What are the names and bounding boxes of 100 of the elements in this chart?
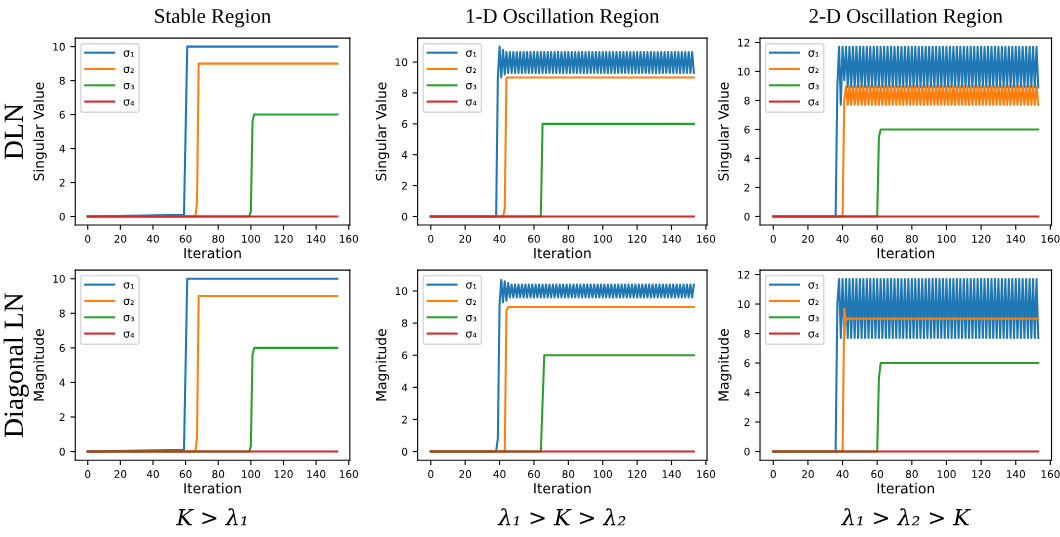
y-axis-title: Singular Value	[33, 82, 47, 181]
x-tick-label: 120	[972, 470, 991, 478]
x-axis-title: Iteration	[184, 482, 241, 494]
y-tick-label: 6	[744, 125, 750, 134]
legend-label: σ₁	[808, 50, 819, 57]
x-tick-label: 60	[871, 234, 884, 243]
text: K > λ₁	[176, 508, 247, 526]
y-tick-label: 8	[59, 309, 65, 318]
y-tick-label: 8	[402, 89, 408, 98]
x-tick-label: 140	[1006, 470, 1025, 478]
x-tick-label: 140	[662, 470, 681, 478]
x-tick-label: 100	[593, 470, 612, 478]
y-tick-label: 10	[738, 67, 750, 76]
legend-label: σ₃	[808, 315, 819, 322]
y-tick-label: 10	[53, 42, 65, 51]
legend-label: σ₃	[808, 83, 819, 90]
text: DLN	[4, 103, 23, 160]
x-tick-label: 60	[179, 234, 192, 243]
x-tick-label: 60	[179, 470, 192, 478]
y-tick-label: 2	[744, 183, 750, 192]
y-tick-label: 8	[744, 329, 750, 338]
x-tick-label: 80	[212, 234, 225, 243]
legend-label: σ₁	[123, 282, 134, 289]
legend-label: σ₁	[466, 50, 477, 57]
x-tick-label: 80	[562, 234, 575, 243]
legend-label: σ₄	[123, 99, 135, 106]
y-tick-label: 8	[744, 96, 750, 105]
x-tick-label: 100	[593, 234, 612, 243]
x-tick-label: 0	[428, 234, 434, 243]
legend-label: σ₄	[808, 331, 819, 338]
x-tick-label: 40	[493, 470, 506, 478]
x-tick-label: 40	[836, 234, 849, 243]
legend-label: σ₄	[466, 99, 477, 106]
x-tick-label: 60	[528, 234, 540, 243]
legend-label: σ₁	[808, 282, 819, 289]
x-tick-label: 120	[274, 234, 293, 243]
legend-label: σ₂	[123, 298, 134, 306]
legend-label: σ₃	[123, 315, 134, 322]
legend-label: σ₃	[123, 83, 134, 90]
x-tick-label: 0	[770, 234, 776, 243]
y-axis-title: Magnitude	[375, 329, 390, 401]
x-tick-label: 120	[628, 234, 647, 243]
legend-label: σ₂	[808, 66, 819, 74]
legend-label: σ₄	[808, 99, 819, 106]
x-tick-label: 120	[628, 470, 647, 478]
legend-label: σ₄	[466, 331, 477, 338]
x-tick-label: 40	[146, 234, 159, 243]
y-tick-label: 8	[402, 319, 408, 328]
x-axis-title: Iteration	[877, 247, 935, 259]
x-tick-label: 160	[1041, 234, 1060, 243]
x-tick-label: 0	[428, 470, 434, 478]
x-tick-label: 0	[770, 470, 776, 478]
x-tick-label: 20	[459, 470, 472, 478]
y-axis-title: Magnitude	[718, 329, 732, 401]
y-axis-title: Magnitude	[33, 329, 47, 401]
y-tick-label: 2	[402, 415, 407, 424]
x-tick-label: 160	[1041, 470, 1060, 478]
y-tick-label: 12	[738, 270, 750, 279]
x-tick-label: 60	[528, 470, 540, 478]
text: λ₁ > K > λ₂	[497, 508, 626, 526]
x-tick-label: 120	[274, 470, 293, 478]
y-tick-label: 6	[402, 351, 408, 360]
y-tick-label: 6	[402, 120, 408, 128]
x-tick-label: 160	[339, 234, 358, 243]
chart-title: 2-D Oscillation Region	[809, 8, 1003, 28]
y-tick-label: 4	[59, 144, 65, 153]
x-tick-label: 100	[242, 470, 261, 478]
text: Diagonal LN	[3, 292, 29, 438]
legend-label: σ₂	[466, 66, 477, 74]
y-tick-label: 4	[401, 383, 408, 392]
y-tick-label: 4	[401, 151, 408, 159]
y-tick-label: 0	[744, 212, 750, 221]
y-tick-label: 10	[53, 274, 65, 283]
y-tick-label: 0	[744, 447, 750, 456]
x-tick-label: 80	[562, 470, 575, 478]
chart-title: 1-D Oscillation Region	[466, 8, 660, 28]
x-tick-label: 20	[114, 470, 127, 478]
y-tick-label: 0	[59, 212, 65, 221]
y-tick-label: 2	[744, 418, 750, 426]
legend-label: σ₁	[123, 50, 134, 57]
x-tick-label: 100	[242, 234, 261, 243]
x-tick-label: 80	[905, 470, 918, 478]
x-axis-title: Iteration	[184, 247, 241, 259]
x-tick-label: 40	[493, 234, 506, 243]
y-axis-title: Singular Value	[375, 82, 390, 181]
y-tick-label: 4	[59, 378, 65, 387]
x-tick-label: 40	[146, 470, 159, 478]
x-axis-title: Iteration	[534, 247, 591, 259]
y-tick-label: 10	[395, 287, 408, 296]
legend-label: σ₃	[466, 315, 477, 322]
legend-label: σ₄	[123, 331, 135, 338]
x-tick-label: 140	[662, 234, 681, 243]
y-tick-label: 10	[395, 58, 408, 67]
y-tick-label: 2	[402, 181, 407, 190]
x-tick-label: 20	[802, 470, 814, 478]
y-tick-label: 0	[401, 447, 408, 456]
legend-label: σ₁	[466, 282, 477, 289]
y-tick-label: 6	[59, 344, 65, 352]
x-tick-label: 140	[307, 470, 326, 478]
y-tick-label: 6	[59, 110, 65, 119]
